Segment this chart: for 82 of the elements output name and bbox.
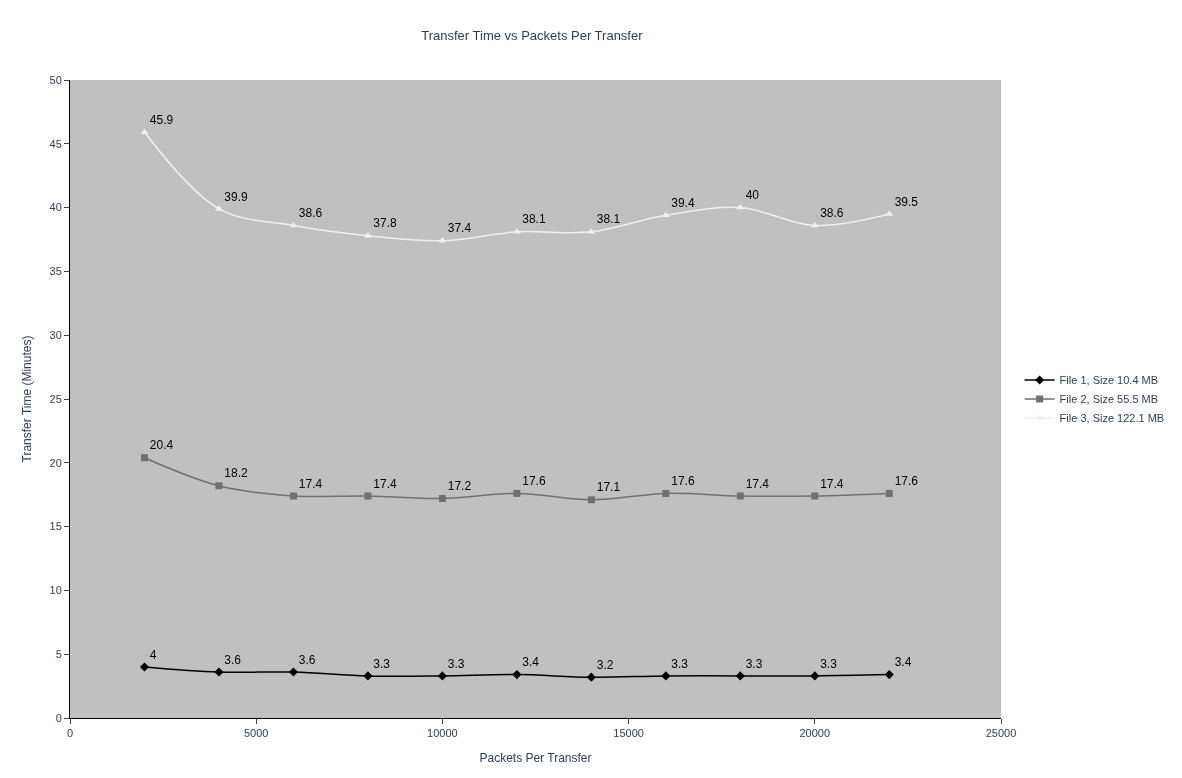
- data-label: 39.4: [671, 195, 695, 210]
- x-axis-title: Packets Per Transfer: [479, 751, 592, 766]
- data-label: 3.3: [671, 656, 689, 671]
- point: [139, 662, 150, 672]
- data-label: 38.1: [522, 212, 546, 227]
- point: [214, 667, 224, 677]
- point: [661, 211, 670, 218]
- data-label: 3.4: [522, 655, 540, 670]
- point: [885, 489, 893, 497]
- point: [363, 671, 373, 681]
- point: [810, 671, 820, 681]
- data-label: 38.1: [596, 212, 621, 227]
- data-label: 17.6: [522, 474, 546, 489]
- data-label: 20.4: [149, 438, 174, 453]
- point: [215, 482, 223, 490]
- y-tick-label: 5: [55, 648, 62, 661]
- data-label: 17.2: [447, 479, 472, 494]
- data-label: 38.6: [298, 206, 323, 221]
- data-label: 17.6: [671, 474, 695, 489]
- data-label: 17.4: [298, 476, 323, 491]
- data-label: 3.3: [373, 656, 391, 671]
- data-label: 3.2: [596, 657, 614, 672]
- data-label: 40: [745, 188, 760, 203]
- data-label: 17.4: [745, 476, 770, 491]
- data-label: 4: [149, 647, 157, 662]
- legend-label: File 3, Size 122.1 MB: [1059, 412, 1165, 425]
- point: [140, 128, 149, 135]
- y-tick-label: 45: [49, 137, 62, 150]
- data-label: 3.4: [894, 655, 912, 670]
- y-tick-label: 40: [49, 201, 62, 214]
- data-label: 45.9: [149, 112, 174, 127]
- point: [736, 492, 744, 500]
- y-tick-label: 50: [49, 73, 62, 86]
- data-label: 3.6: [298, 652, 316, 667]
- data-label: 39.5: [894, 194, 919, 209]
- point: [289, 221, 298, 228]
- point: [513, 489, 521, 497]
- point: [289, 492, 297, 500]
- point: [810, 221, 819, 228]
- legend-label: File 1, Size 10.4 MB: [1059, 374, 1159, 387]
- point: [587, 496, 595, 504]
- data-label: 39.9: [224, 189, 249, 204]
- point: [288, 667, 298, 677]
- point: [437, 671, 447, 681]
- x-tick-label: 15000: [613, 727, 644, 740]
- legend-label: File 2, Size 55.5 MB: [1059, 393, 1159, 406]
- data-label: 17.4: [373, 476, 397, 491]
- y-tick-label: 10: [49, 584, 62, 597]
- point: [662, 489, 670, 497]
- x-tick-label: 10000: [427, 727, 458, 740]
- data-label: 3.6: [224, 652, 242, 667]
- data-label: 37.4: [447, 221, 472, 236]
- x-tick-label: 0: [66, 727, 74, 740]
- data-label: 38.6: [820, 206, 844, 221]
- y-tick-label: 0: [55, 711, 62, 724]
- point: [512, 670, 522, 680]
- point: [364, 492, 372, 500]
- point: [811, 492, 819, 500]
- x-tick-label: 5000: [243, 727, 269, 740]
- data-label: 37.8: [373, 216, 397, 231]
- y-axis-title: Transfer Time (Minutes): [19, 335, 34, 463]
- point: [884, 670, 894, 680]
- data-label: 17.6: [894, 474, 919, 489]
- data-label: 17.1: [596, 480, 621, 495]
- x-tick-label: 20000: [799, 727, 831, 740]
- point: [735, 671, 745, 681]
- point: [661, 671, 671, 681]
- point: [586, 672, 596, 682]
- data-label: 18.2: [224, 466, 249, 481]
- point: [438, 495, 446, 503]
- data-label: 3.3: [447, 656, 465, 671]
- x-tick-label: 25000: [985, 727, 1017, 740]
- data-label: 17.4: [820, 476, 844, 491]
- point: [140, 454, 148, 462]
- y-tick-label: 20: [49, 456, 62, 469]
- y-tick-label: 25: [49, 392, 62, 405]
- y-tick-label: 30: [49, 329, 62, 342]
- y-tick-label: 35: [49, 265, 62, 278]
- data-label: 3.3: [745, 656, 763, 671]
- y-tick-label: 15: [49, 520, 62, 533]
- chart-title: Transfer Time vs Packets Per Transfer: [421, 28, 644, 44]
- data-label: 3.3: [820, 656, 838, 671]
